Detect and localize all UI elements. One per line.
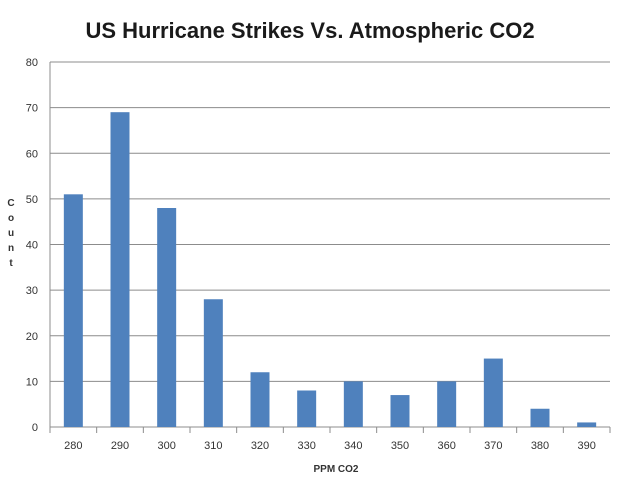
y-tick-label: 30 — [26, 285, 38, 297]
y-tick-label: 70 — [26, 103, 38, 115]
bar — [250, 372, 270, 427]
gridlines — [49, 61, 611, 433]
bar — [110, 112, 130, 427]
y-tick-labels: 0 10 20 30 40 50 60 70 80 — [26, 57, 38, 434]
x-tick-label: 300 — [157, 440, 175, 452]
y-axis-title-letter: u — [8, 228, 14, 239]
bar — [203, 299, 223, 427]
x-tick-label: 350 — [391, 440, 409, 452]
y-tick-label: 40 — [26, 240, 38, 252]
x-axis-title: PPM CO2 — [313, 464, 358, 475]
y-axis-title-letter: n — [8, 243, 14, 254]
bar — [63, 194, 83, 427]
x-tick-label: 330 — [297, 440, 315, 452]
x-tick-label: 320 — [251, 440, 269, 452]
bar — [530, 408, 550, 427]
y-tick-label: 10 — [26, 376, 38, 388]
bar — [343, 381, 363, 427]
x-tick-label: 370 — [484, 440, 502, 452]
x-tick-label: 390 — [577, 440, 595, 452]
bars — [63, 112, 597, 427]
x-tick-label: 380 — [531, 440, 549, 452]
x-tick-labels: 280 290 300 310 320 330 340 350 360 370 380 390 — [64, 440, 596, 452]
y-axis-title-letter: o — [8, 213, 14, 224]
y-tick-label: 50 — [26, 194, 38, 206]
x-tick-label: 280 — [64, 440, 82, 452]
x-tick-label: 310 — [204, 440, 222, 452]
y-axis-title-letter: C — [7, 198, 14, 209]
x-tick-label: 360 — [437, 440, 455, 452]
bar — [390, 395, 410, 427]
bar — [577, 422, 597, 427]
bar — [157, 208, 177, 427]
bar — [297, 390, 317, 427]
y-tick-label: 20 — [26, 331, 38, 343]
bar — [483, 358, 503, 427]
y-tick-label: 0 — [32, 422, 38, 434]
chart-title: US Hurricane Strikes Vs. Atmospheric CO2 — [85, 18, 534, 43]
x-tick-label: 290 — [111, 440, 129, 452]
x-tick-label: 340 — [344, 440, 362, 452]
y-tick-label: 80 — [26, 57, 38, 69]
y-tick-label: 60 — [26, 148, 38, 160]
bar — [437, 381, 457, 427]
y-axis-title-letter: t — [9, 258, 13, 269]
